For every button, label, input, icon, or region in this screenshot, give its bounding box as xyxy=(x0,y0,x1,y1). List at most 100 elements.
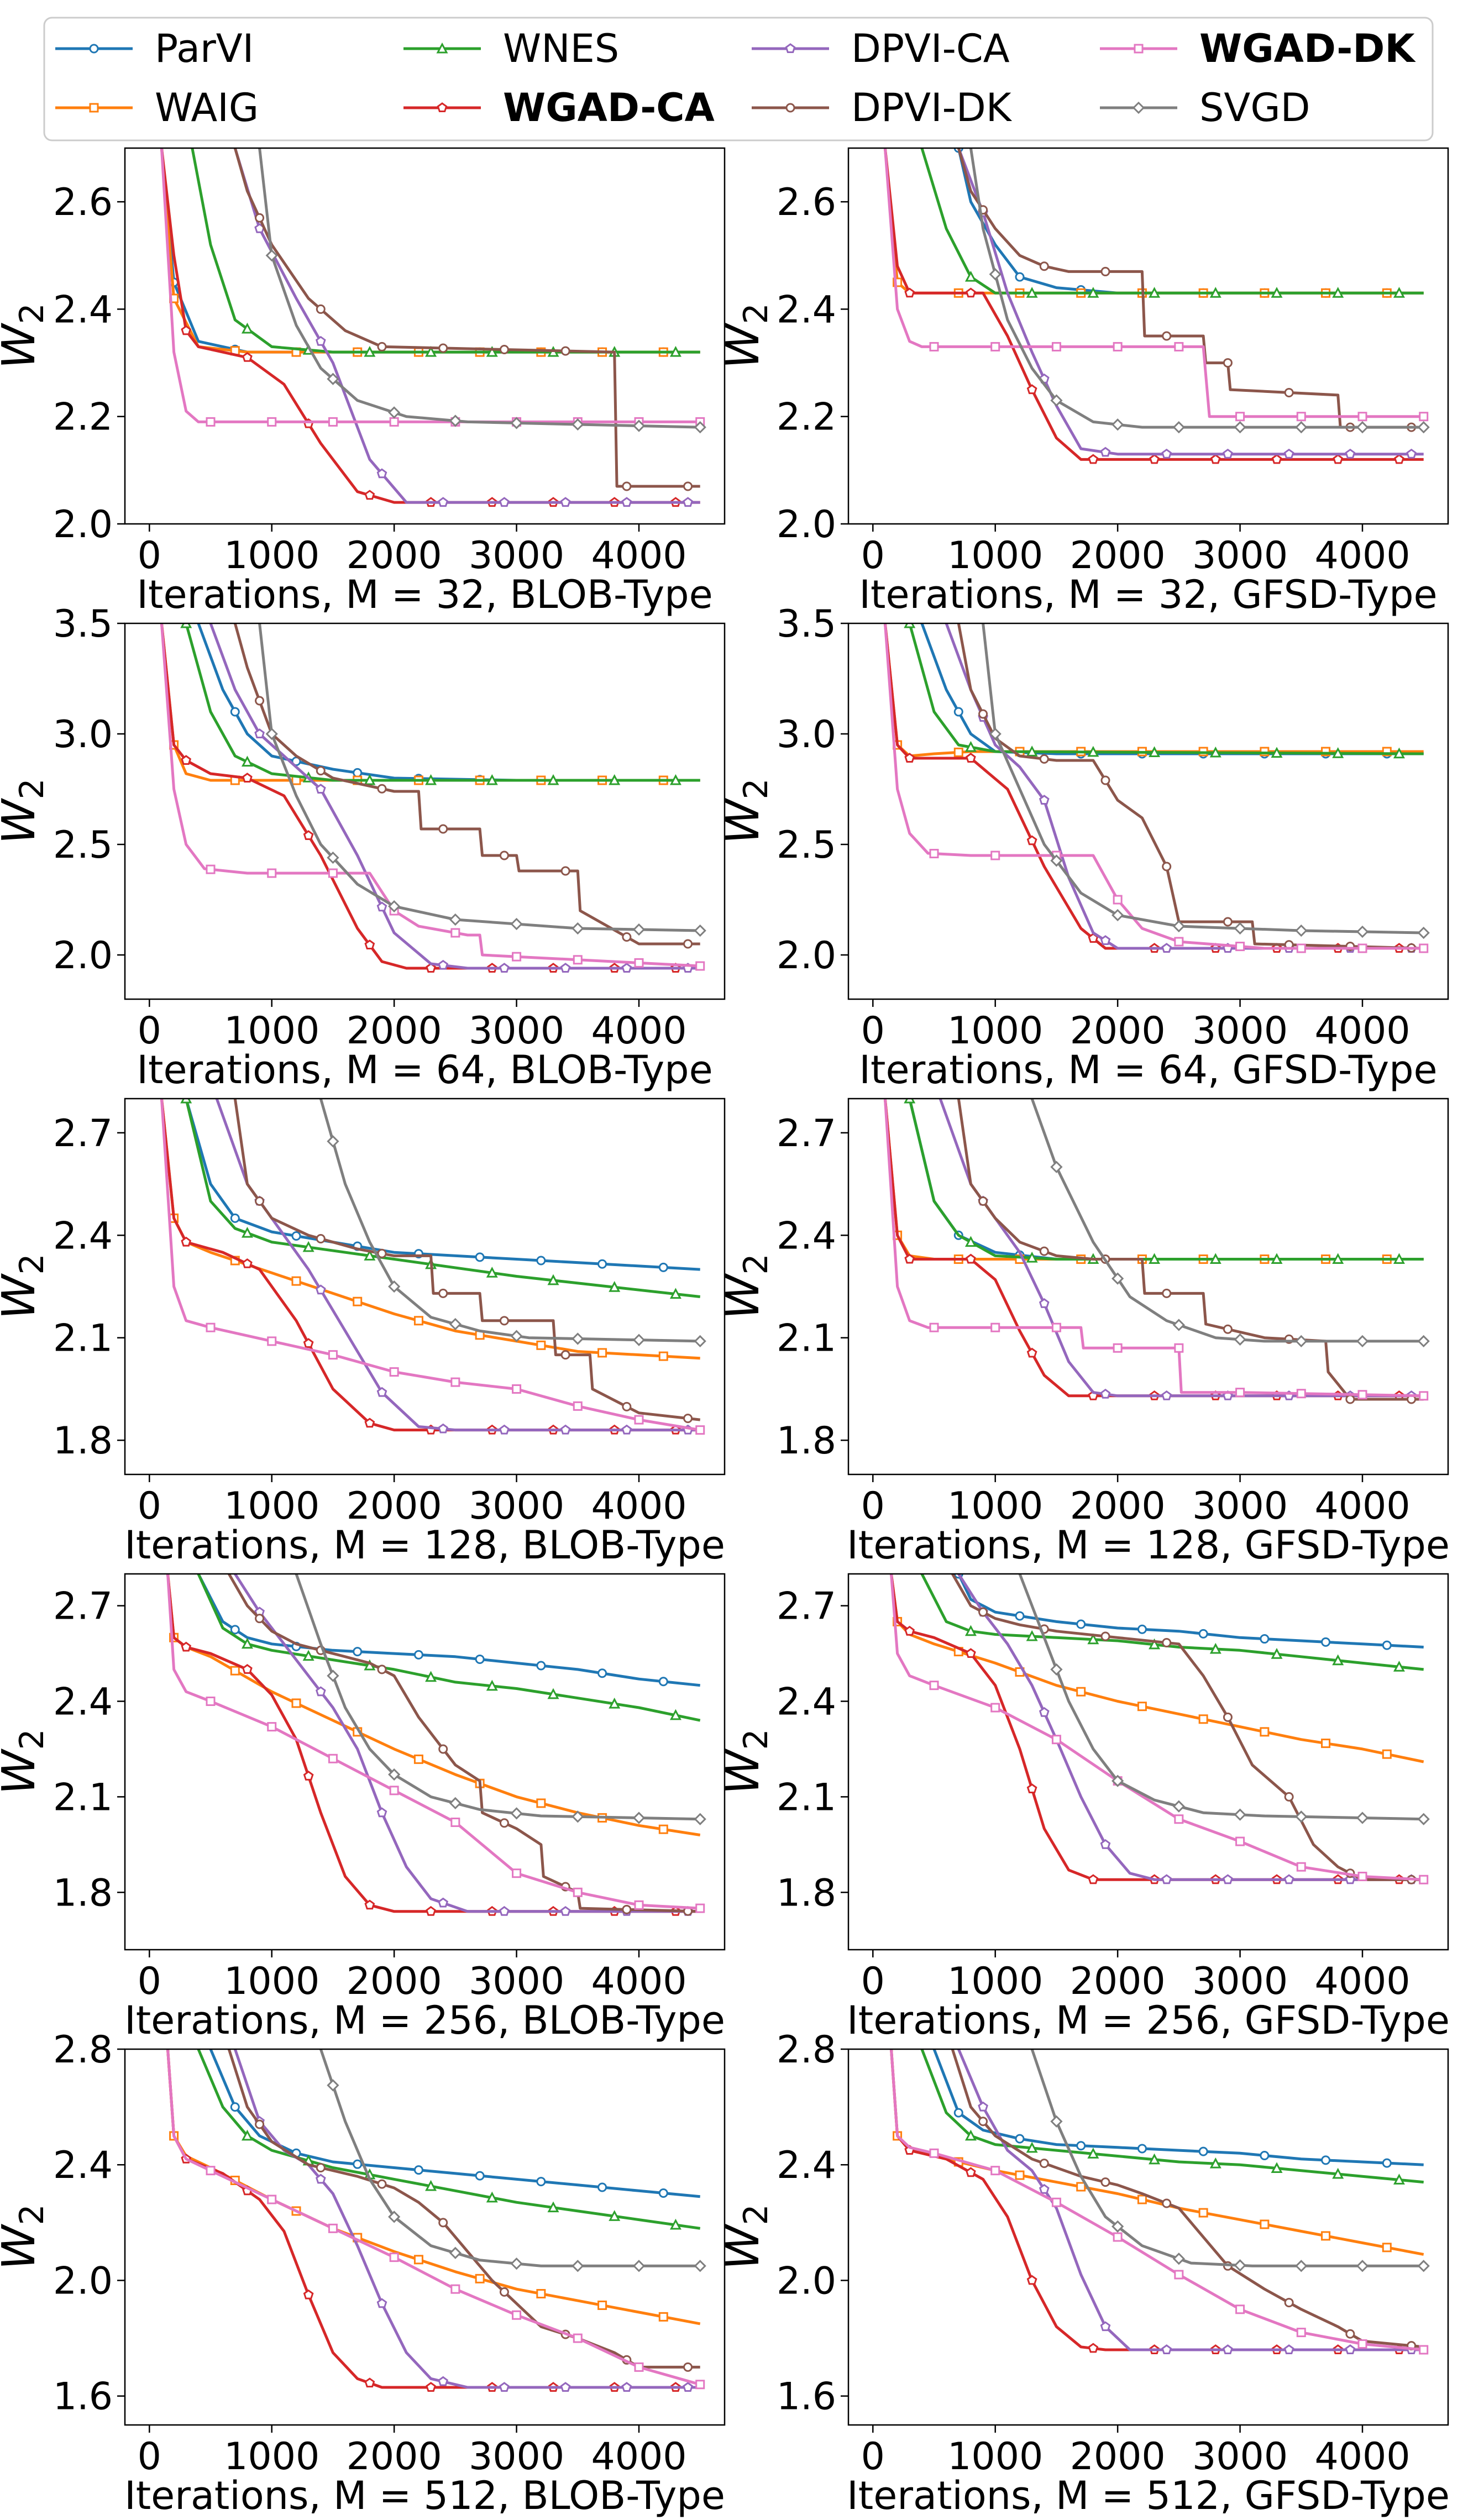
data-point xyxy=(964,1236,977,1247)
data-point xyxy=(302,1241,314,1252)
data-point xyxy=(1113,2232,1123,2242)
data-point xyxy=(1161,2344,1172,2354)
data-point xyxy=(1087,1633,1099,1645)
x-axis-label: Iterations, M = 32, GFSD-Type xyxy=(859,572,1437,617)
data-point xyxy=(964,270,977,282)
y-tick-label: 2.8 xyxy=(777,2028,836,2072)
data-point xyxy=(1234,922,1246,935)
data-point xyxy=(486,1679,498,1691)
data-point xyxy=(230,1625,240,1635)
series-line-svgd xyxy=(258,148,700,429)
plot-frame xyxy=(847,1098,1449,1476)
y-axis-label: W2 xyxy=(0,303,51,369)
data-point xyxy=(669,345,681,357)
data-point xyxy=(1039,1707,1050,1717)
data-point xyxy=(1039,754,1049,764)
data-point xyxy=(353,1647,363,1657)
chart-panel-3: 0 1000 2000 3000 4000 2.0 2.5 3.0 3.5 Iterations,… xyxy=(0,602,726,1093)
data-point xyxy=(1321,1739,1331,1749)
data-point xyxy=(536,1661,546,1671)
data-point xyxy=(315,2174,326,2184)
x-tick-label: 4000 xyxy=(591,1009,686,1053)
data-point xyxy=(964,1625,977,1636)
chart-panel-2: 0 1000 2000 3000 4000 2.0 2.2 2.4 2.6 Iterations,… xyxy=(717,147,1449,617)
data-point xyxy=(1026,384,1037,395)
plot-frame xyxy=(124,622,726,1000)
data-point xyxy=(267,1722,277,1732)
data-point xyxy=(547,1274,559,1285)
data-point xyxy=(438,1744,448,1754)
data-point xyxy=(597,1668,607,1678)
plot-frame xyxy=(124,1098,726,1476)
data-point xyxy=(978,2101,988,2112)
data-point xyxy=(560,497,571,507)
data-point xyxy=(694,1335,706,1348)
data-point xyxy=(683,939,693,949)
data-point xyxy=(267,868,277,878)
data-point xyxy=(536,1256,546,1266)
data-point xyxy=(1382,2158,1392,2168)
x-tick-label: 2000 xyxy=(347,1009,442,1053)
x-tick-label: 3000 xyxy=(469,1484,564,1528)
data-point xyxy=(990,2166,1000,2176)
data-point xyxy=(291,1698,301,1708)
data-point xyxy=(929,2148,939,2158)
data-point xyxy=(669,2218,681,2230)
data-point xyxy=(1112,1775,1124,1787)
data-point xyxy=(1356,925,1369,938)
data-point xyxy=(376,1387,387,1397)
data-point xyxy=(1235,942,1245,952)
data-point xyxy=(1296,2328,1306,2338)
data-point xyxy=(1345,2329,1355,2339)
data-point xyxy=(438,824,448,834)
plot-frame xyxy=(124,2048,726,2426)
data-point xyxy=(364,1250,376,1261)
data-point xyxy=(1393,287,1405,298)
data-point xyxy=(327,2079,339,2092)
plot-frame xyxy=(124,147,726,525)
data-point xyxy=(1100,2321,1111,2332)
series-line-wnes xyxy=(191,148,700,354)
legend-label: SVGD xyxy=(1199,85,1310,130)
data-point xyxy=(1295,1335,1308,1348)
data-point xyxy=(560,346,570,356)
data-point xyxy=(242,1664,253,1674)
x-tick-label: 0 xyxy=(138,1484,161,1528)
data-point xyxy=(364,1418,375,1428)
data-point xyxy=(669,774,681,785)
data-point xyxy=(1172,1319,1185,1331)
data-point xyxy=(254,728,265,738)
data-point xyxy=(364,345,376,357)
data-point xyxy=(426,963,436,973)
y-axis-label: W2 xyxy=(717,1729,775,1794)
x-tick-label: 1000 xyxy=(947,534,1043,578)
data-point xyxy=(1015,2170,1025,2180)
data-point xyxy=(376,2298,387,2308)
series-line-wnes xyxy=(908,623,1424,755)
x-tick-label: 0 xyxy=(138,1009,161,1053)
data-point xyxy=(1223,2344,1233,2354)
data-point xyxy=(1234,2259,1246,2272)
series-line-wgad-ca xyxy=(160,623,700,970)
data-point xyxy=(622,481,632,491)
data-point xyxy=(964,741,977,752)
data-point xyxy=(1039,261,1049,271)
series-line-wnes xyxy=(920,2049,1424,2184)
x-tick-label: 3000 xyxy=(1192,2435,1288,2479)
data-point xyxy=(438,343,448,353)
series-line-wgad-ca xyxy=(883,148,1424,461)
y-tick-label: 2.1 xyxy=(777,1317,836,1361)
data-point xyxy=(1271,1253,1283,1264)
data-point xyxy=(1026,1251,1038,1263)
x-tick-label: 1000 xyxy=(224,2435,319,2479)
data-point xyxy=(658,1351,668,1361)
y-tick-label: 3.5 xyxy=(53,602,113,646)
data-point xyxy=(1345,448,1356,459)
series-group xyxy=(883,1099,1430,1404)
data-point xyxy=(316,1233,326,1243)
plot-frame xyxy=(124,1573,726,1951)
data-point xyxy=(694,2260,706,2272)
data-point xyxy=(1356,421,1369,434)
series-group xyxy=(166,1574,706,1916)
data-point xyxy=(499,2287,509,2297)
